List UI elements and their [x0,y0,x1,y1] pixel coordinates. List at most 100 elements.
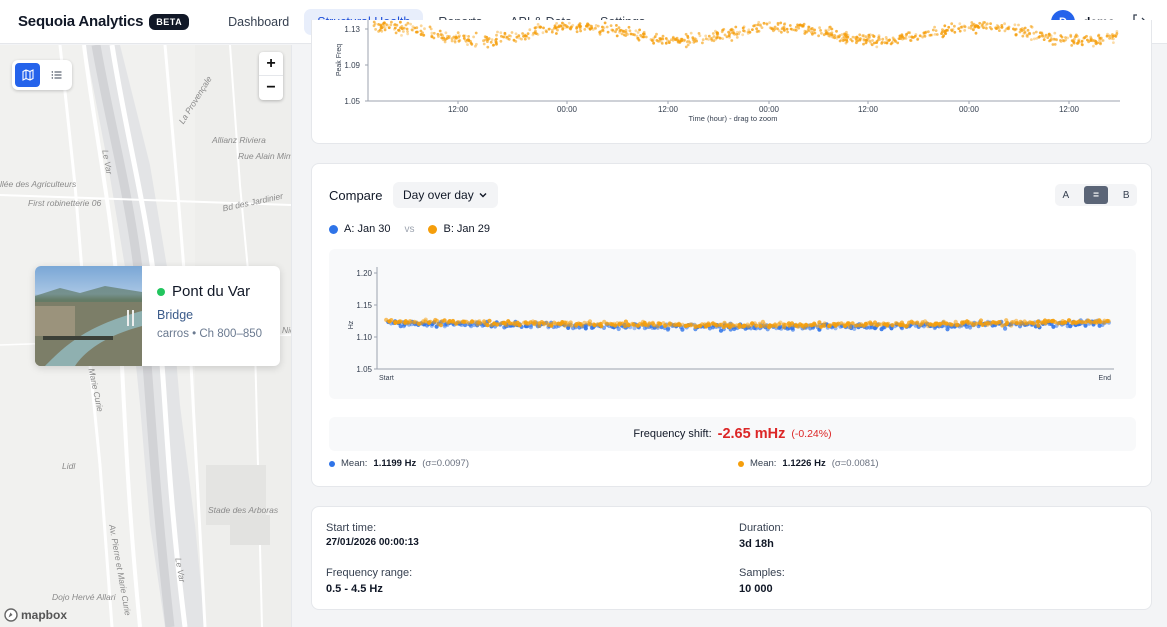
data-point [531,33,535,37]
map-view-button[interactable] [15,63,40,87]
bridge-photo-art [35,286,142,366]
data-point [448,35,451,38]
zoom-in-button[interactable]: + [259,52,283,76]
data-point [684,32,688,36]
duration-label: Duration: [739,522,784,534]
data-point [955,322,960,327]
data-point [453,39,457,43]
data-point [701,38,705,42]
data-point [732,31,736,35]
data-point [541,322,546,327]
data-point [796,23,799,27]
brand-name[interactable]: Sequoia Analytics [18,13,144,30]
data-point [651,39,655,43]
data-point [627,25,631,29]
data-point [827,28,831,32]
data-point [735,33,739,36]
data-point [380,26,384,29]
data-point [851,35,855,39]
site-card[interactable]: Pont du Var Bridge carros • Ch 800–850 [35,266,280,366]
data-point [410,28,414,32]
data-point [562,320,567,325]
data-point [1066,36,1069,40]
data-point [1003,326,1008,331]
legend-vs: vs [404,223,415,235]
data-point [453,40,457,44]
data-point [910,36,914,39]
data-point [875,41,878,44]
data-point [824,28,828,32]
mapbox-attribution[interactable]: mapbox [4,608,67,622]
data-point [947,25,951,29]
data-point [1018,30,1022,34]
mean-b-value: 1.1226 Hz [782,458,826,469]
data-point [864,35,868,39]
data-point [840,33,844,36]
mean-b: Mean: 1.1226 Hz (σ=0.0081) [738,458,879,469]
zoom-out-button[interactable]: − [266,79,276,96]
legend-b-dot-icon [428,224,438,234]
data-point [383,28,387,32]
data-point [769,26,773,30]
data-point [830,31,834,35]
map-label: First robinetterie 06 [28,198,102,208]
start-label: Start time: [326,522,377,534]
data-point [983,21,986,24]
nav-dashboard[interactable]: Dashboard [228,14,290,29]
data-point [1050,38,1054,42]
data-point [680,327,685,332]
data-point [813,28,816,32]
data-point [536,33,540,36]
data-point [532,31,535,35]
data-point [567,26,570,29]
x-tick-label: 00:00 [759,105,780,114]
data-point [1003,22,1006,26]
data-point [658,37,662,40]
data-point [970,24,973,28]
data-point [464,319,469,324]
data-point [1005,27,1008,31]
map-panel[interactable]: La Provençale Allianz Riviera Rue Alain … [0,45,292,627]
data-point [655,32,658,36]
data-point [609,24,613,27]
data-point [505,35,509,39]
data-point [561,21,564,25]
list-view-button[interactable] [44,63,69,87]
data-point [818,26,821,30]
toggle-a-button[interactable]: A [1062,189,1070,201]
data-point [621,29,625,33]
peak-frequency-chart[interactable]: 1.13 1.09 1.05 Peak Freq 12:00 00:00 12:00 00:0… [312,20,1153,144]
compare-mode-select[interactable]: Day over day [393,182,498,208]
data-point [526,32,530,35]
legend-a-dot-icon [329,224,338,234]
data-point [940,32,943,35]
data-point [550,30,554,34]
data-point [820,31,823,35]
data-point [459,322,464,327]
data-point [528,28,532,32]
toggle-b-button[interactable]: B [1122,189,1130,201]
data-point [570,25,573,29]
data-point [1047,34,1051,38]
toggle-equal-button[interactable]: = [1083,186,1108,204]
data-point [695,39,698,43]
compare-chart[interactable]: 1.20 1.15 1.10 1.05 Hz Start End [329,249,1136,399]
data-point [561,25,565,28]
data-point [432,31,436,35]
data-point [485,38,489,41]
data-point [518,322,523,327]
data-point [423,317,428,322]
data-point [382,23,385,27]
data-point [864,41,868,45]
data-point [935,33,939,36]
data-point [454,35,458,39]
data-point [499,39,503,43]
data-point [533,26,537,30]
data-point [644,35,648,39]
y-tick-label: 1.10 [356,333,372,342]
y-tick-label: 1.05 [344,97,360,106]
data-point [998,29,1001,32]
data-point [610,28,614,32]
data-point [1021,34,1025,38]
data-point [838,39,842,43]
